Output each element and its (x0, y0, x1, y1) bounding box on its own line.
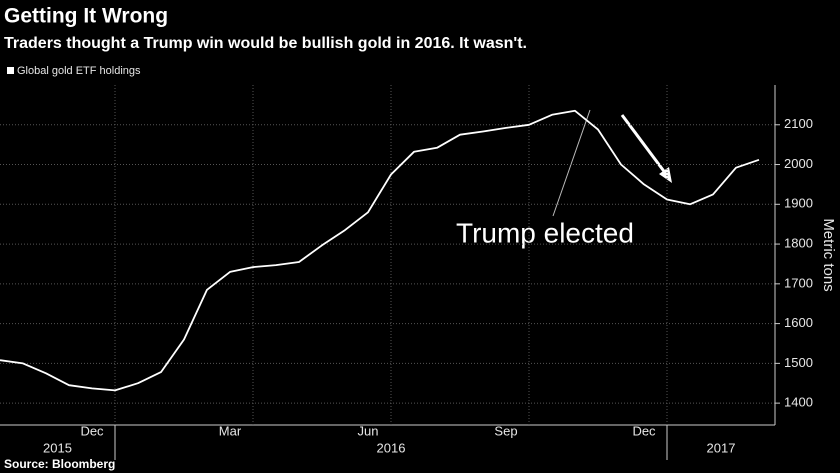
y-tick-label: 1600 (784, 315, 813, 330)
y-tick-label: 1900 (784, 196, 813, 211)
x-tick-label: Sep (494, 423, 517, 438)
legend-swatch (7, 67, 14, 74)
x-tick-label: Mar (219, 423, 242, 438)
chart-subtitle: Traders thought a Trump win would be bul… (4, 35, 527, 52)
x-tick-label: Jun (358, 423, 379, 438)
chart-title: Getting It Wrong (4, 5, 168, 28)
y-tick-label: 2000 (784, 156, 813, 171)
y-tick-label: 1800 (784, 236, 813, 251)
x-year-label: 2015 (43, 440, 72, 455)
x-tick-label: Dec (80, 423, 104, 438)
y-tick-label: 2100 (784, 116, 813, 131)
plot-area: 1400 1500 1600 1700 1800 1900 2000 2100 Dec Mar Ju… (0, 85, 813, 460)
data-line (0, 109, 760, 392)
x-year-label: 2017 (707, 440, 736, 455)
annotation-arrow (620, 114, 668, 175)
y-tick-label: 1400 (784, 395, 813, 410)
annotation-leader (552, 109, 591, 217)
legend-label: Global gold ETF holdings (17, 65, 141, 77)
annotation: Trump elected (456, 217, 634, 248)
y-axis-label: Metric tons (820, 218, 837, 291)
annotation-arrowhead (659, 167, 672, 183)
x-tick-label: Dec (632, 423, 656, 438)
y-tick-label: 1700 (784, 275, 813, 290)
y-tick-label: 1500 (784, 355, 813, 370)
x-year-label: 2016 (377, 440, 406, 455)
source: Source: Bloomberg (4, 457, 115, 471)
